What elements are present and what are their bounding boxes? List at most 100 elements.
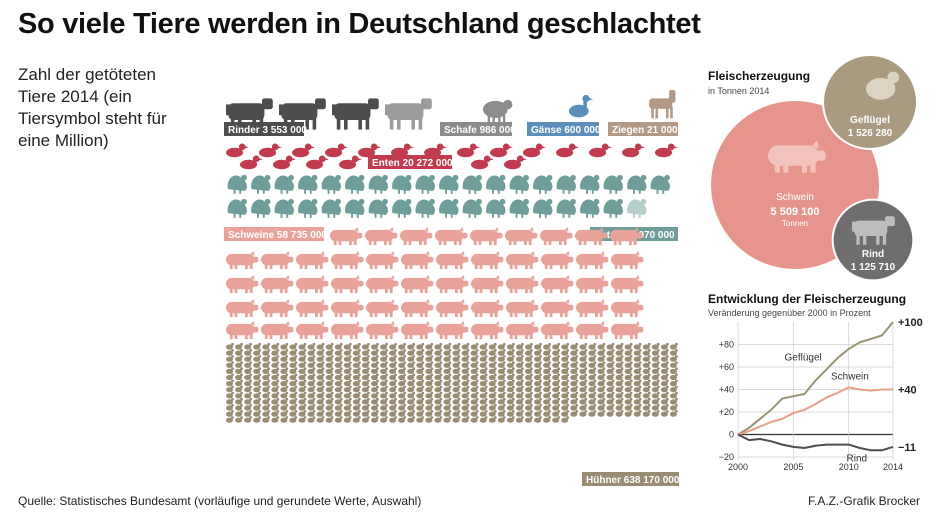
chicken-icon	[244, 373, 253, 381]
pig-icon	[226, 275, 259, 294]
chicken-icon	[352, 349, 361, 356]
turkey-icon	[580, 198, 600, 218]
chicken-icon	[624, 410, 633, 417]
chicken-icon	[443, 355, 452, 362]
chicken-icon	[370, 391, 379, 399]
chicken-icon	[271, 397, 280, 405]
chicken-icon	[380, 391, 388, 399]
chicken-icon	[316, 379, 325, 387]
chicken-icon	[660, 361, 669, 368]
chicken-icon	[488, 349, 497, 356]
turkey-icon	[603, 174, 623, 194]
duck-icon	[556, 143, 579, 158]
chicken-icon	[660, 373, 669, 381]
chicken-icon	[280, 367, 289, 374]
chicken-icon	[651, 342, 660, 350]
series-label: Schwein	[831, 371, 869, 382]
series-label: Geflügel	[785, 352, 822, 363]
chicken-icon	[389, 355, 397, 362]
chicken-icon	[543, 367, 551, 374]
chicken-icon	[570, 349, 579, 356]
x-tick-label: 2005	[783, 462, 803, 472]
chicken-icon	[633, 410, 642, 417]
turkey-icon	[556, 198, 576, 218]
cow-icon	[332, 98, 379, 130]
chicken-icon	[416, 410, 425, 417]
chicken-icon	[352, 355, 361, 362]
chicken-icon	[407, 349, 416, 356]
duck-icon	[655, 143, 678, 158]
chicken-icon	[497, 410, 506, 417]
chicken-icon	[624, 349, 633, 356]
chicken-icon	[515, 410, 524, 417]
chicken-icon	[615, 391, 624, 399]
duck-icon	[259, 143, 282, 158]
chicken-icon	[407, 410, 416, 417]
chicken-icon	[398, 342, 407, 350]
chicken-icon	[389, 410, 397, 417]
chicken-icon	[280, 385, 289, 393]
chicken-icon	[343, 379, 352, 387]
chicken-icon	[407, 373, 416, 381]
chicken-icon	[316, 403, 325, 411]
chicken-icon	[253, 416, 262, 423]
chicken-icon	[235, 361, 243, 368]
chicken-icon	[425, 379, 434, 387]
chicken-icon	[579, 385, 588, 393]
chicken-icon	[434, 355, 443, 362]
chicken-icon	[316, 373, 325, 381]
chicken-icon	[488, 367, 497, 374]
chicken-icon	[597, 373, 606, 381]
chicken-icon	[669, 355, 678, 362]
pig-icon	[365, 227, 398, 246]
chicken-icon	[298, 391, 307, 399]
chicken-icon	[370, 379, 379, 387]
chicken-icon	[660, 403, 669, 411]
chicken-icon	[561, 416, 570, 423]
chicken-icon	[235, 367, 243, 374]
chicken-icon	[624, 355, 633, 362]
chicken-icon	[271, 373, 280, 381]
chicken-icon	[552, 355, 561, 362]
chicken-icon	[633, 355, 642, 362]
chicken-icon	[515, 391, 524, 399]
chicken-icon	[280, 397, 289, 405]
chicken-icon	[425, 403, 434, 411]
chicken-icon	[289, 416, 298, 423]
chicken-icon	[407, 385, 416, 393]
bubble-label-schwein: Schwein	[776, 192, 814, 203]
chicken-icon	[380, 349, 388, 356]
chicken-icon	[407, 379, 416, 387]
chicken-icon	[470, 367, 479, 374]
chicken-icon	[425, 391, 434, 399]
chicken-icon	[262, 379, 271, 387]
chicken-icon	[262, 342, 271, 350]
chicken-icon	[370, 355, 379, 362]
duck-icon	[424, 143, 447, 158]
chicken-icon	[343, 391, 352, 399]
chicken-icon	[506, 410, 515, 417]
chicken-icon	[244, 416, 253, 423]
chicken-icon	[479, 379, 488, 387]
pig-icon	[400, 227, 433, 246]
chicken-icon	[470, 410, 479, 417]
turkey-icon	[345, 198, 365, 218]
chicken-icon	[470, 355, 479, 362]
chicken-icon	[361, 342, 370, 350]
turkey-icon	[345, 174, 365, 194]
chicken-icon	[597, 349, 606, 356]
chicken-icon	[543, 410, 551, 417]
chicken-icon	[606, 373, 615, 381]
chicken-icon	[470, 416, 479, 423]
chicken-icon	[606, 385, 615, 393]
chicken-icon	[416, 385, 425, 393]
turkey-icon	[627, 174, 647, 194]
pig-icon	[576, 251, 609, 270]
chicken-icon	[289, 403, 298, 411]
chicken-icon	[534, 373, 542, 381]
pig-icon	[401, 321, 434, 340]
pig-icon	[226, 321, 259, 340]
chicken-icon	[244, 410, 253, 417]
pig-icon	[506, 321, 539, 340]
chicken-icon	[624, 403, 633, 411]
